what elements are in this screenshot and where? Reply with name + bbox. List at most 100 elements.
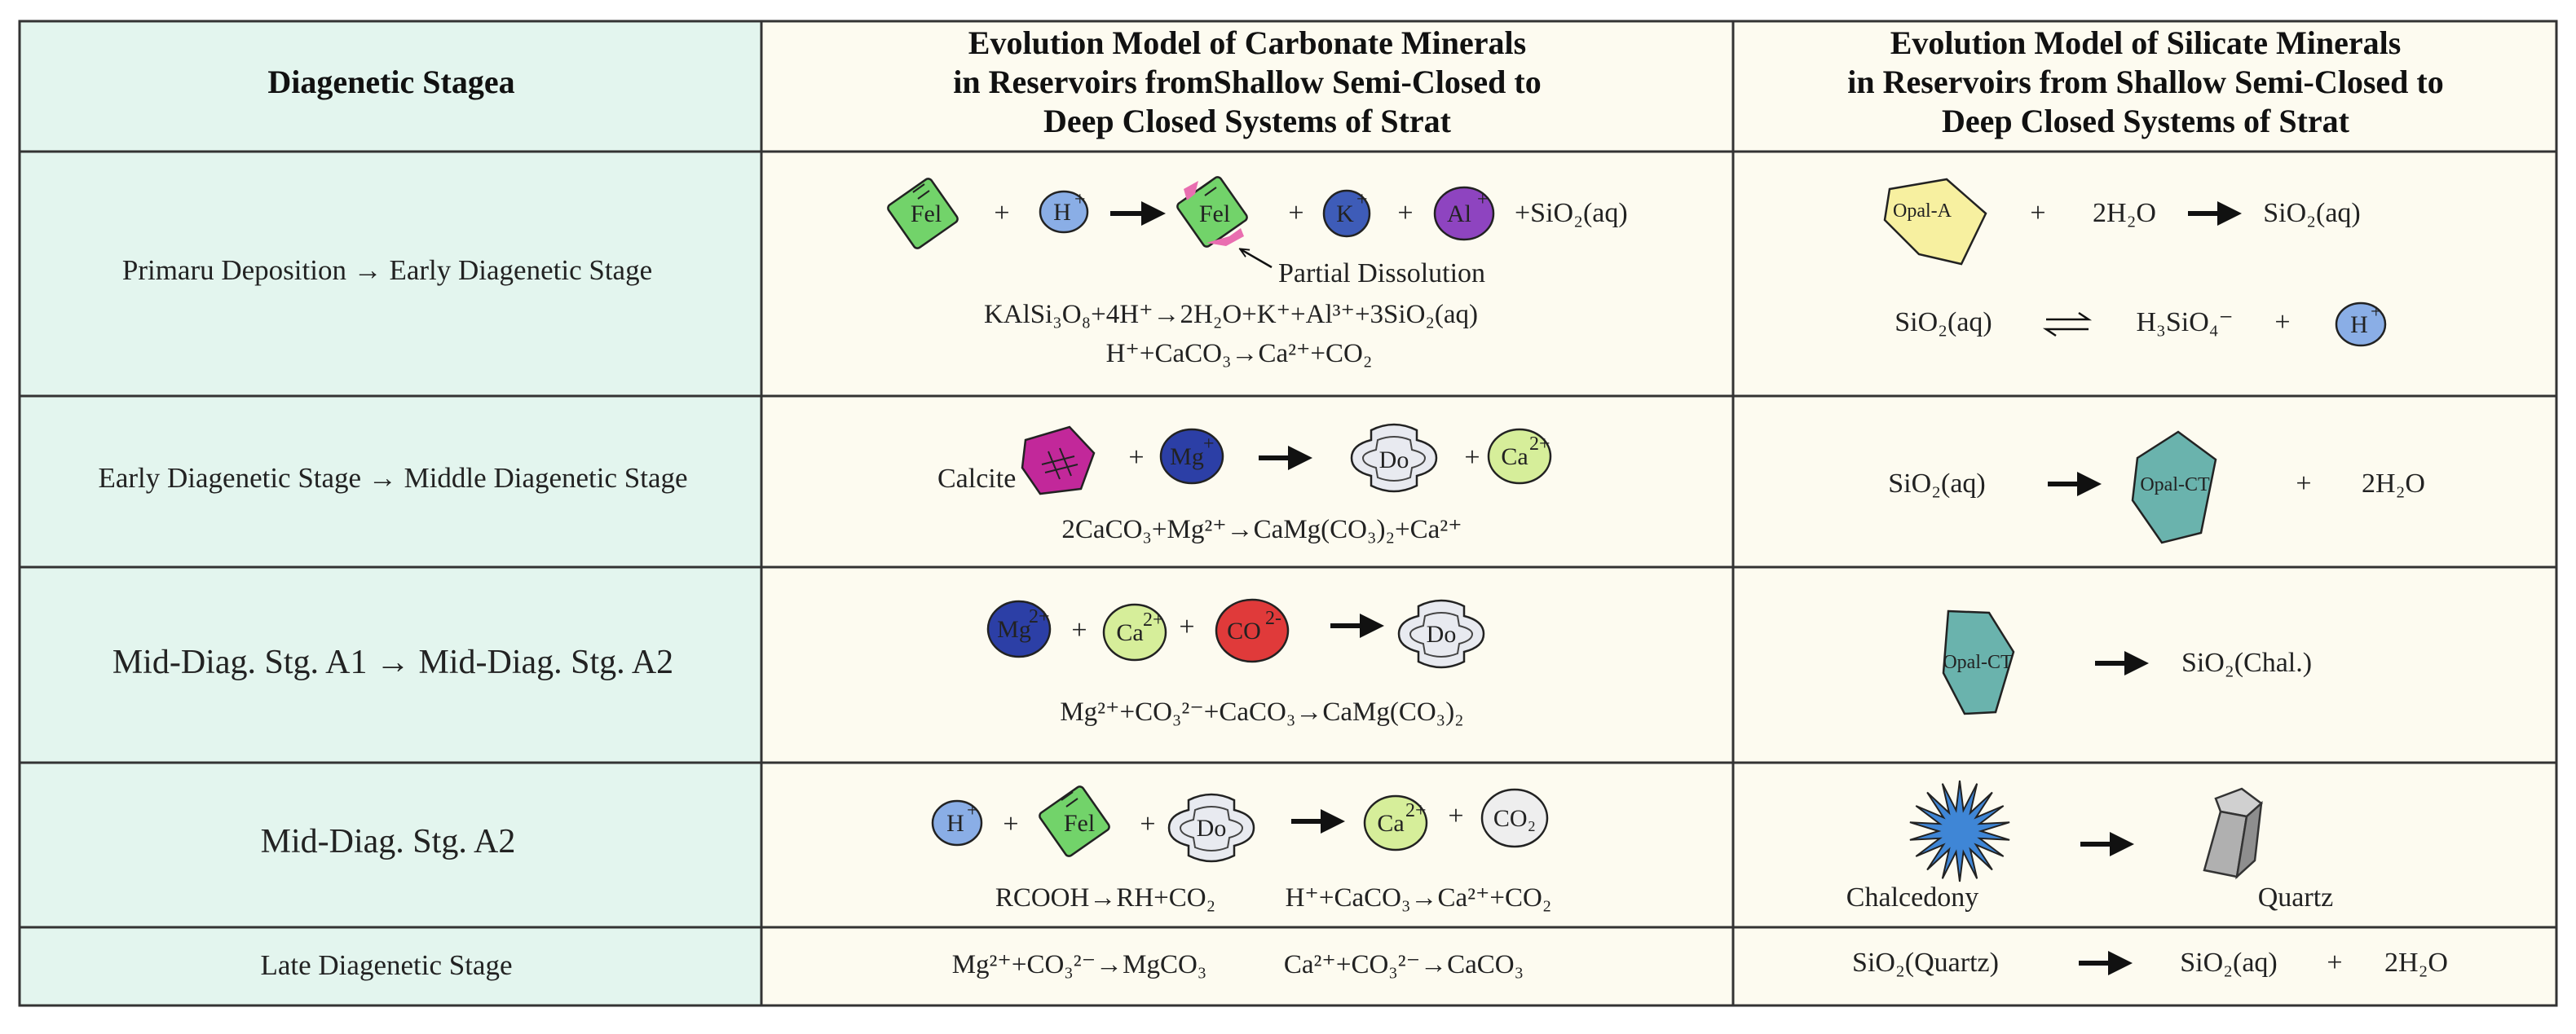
charge-plus: + xyxy=(967,800,978,821)
stage-label-5: Late Diagenetic Stage xyxy=(260,949,512,981)
charge-2plus: 2+ xyxy=(1529,433,1550,455)
opal-ct-crystal: Opal-CT xyxy=(1942,609,2015,715)
hydrogen-ion: H + xyxy=(1039,189,1089,234)
dolomite-precipitation-equation: Mg²⁺+CO₃²⁻+CaCO₃→CaMg(CO₃)₂ xyxy=(1060,697,1463,727)
dolomite-label: Do xyxy=(1197,815,1227,842)
charge-2minus: 2- xyxy=(1265,608,1281,629)
water-product: 2H₂O xyxy=(2384,948,2448,978)
header-silicate-cell xyxy=(1733,21,2556,152)
calcium-ion-label: Ca xyxy=(1501,443,1528,470)
potassium-ion-label: K xyxy=(1336,200,1354,227)
header-silicate-line1: Evolution Model of Silicate Minerals xyxy=(1890,24,2402,61)
magnesium-ion: Mg + xyxy=(1159,428,1224,485)
feldspar-label: Fel xyxy=(1199,200,1230,227)
calcite-label: Calcite xyxy=(937,464,1016,494)
plus-sign: + xyxy=(1288,198,1303,228)
pointer-arrow xyxy=(1241,249,1273,269)
magnesium-ion: Mg 2+ xyxy=(986,600,1052,658)
header-carbonate-cell xyxy=(761,21,1733,152)
calcite-precipitation-equation: Ca²⁺+CO₃²⁻→CaCO₃ xyxy=(1284,950,1524,979)
charge-plus: + xyxy=(2371,301,2382,323)
water-reactant: 2H₂O xyxy=(2093,198,2156,228)
partially-dissolved-feldspar: Fel xyxy=(1176,176,1248,248)
water-product: 2H₂O xyxy=(2362,469,2425,499)
silicate-column-bg xyxy=(1733,152,2556,1005)
header-stage-title: Diagenetic Stagea xyxy=(267,64,514,100)
potassium-ion: K + xyxy=(1322,189,1371,238)
dolomite-label: Do xyxy=(1427,621,1457,648)
plus-sign: + xyxy=(1179,612,1194,642)
charge-2plus: 2+ xyxy=(1029,606,1050,627)
plus-sign: + xyxy=(1140,809,1155,839)
co2-molecule: CO₂ xyxy=(1480,788,1549,848)
charge-2plus: 2+ xyxy=(1405,800,1427,821)
plus-sign: + xyxy=(2030,198,2045,228)
calcite-crystal xyxy=(1021,425,1096,495)
plus-sign: + xyxy=(1071,615,1087,645)
header-carbonate-line2: in Reservoirs fromShallow Semi-Closed to xyxy=(953,64,1541,100)
quartz-crystal xyxy=(2203,787,2263,880)
header-silicate-line2: in Reservoirs from Shallow Semi-Closed t… xyxy=(1847,64,2443,100)
sio2-aq-product: +SiO₂(aq) xyxy=(1515,198,1628,228)
calcium-ion: Ca 2+ xyxy=(1487,428,1552,485)
dolomite-crystal: Do xyxy=(1397,599,1485,669)
hydrogen-ion: H + xyxy=(2335,301,2387,347)
charge-plus: + xyxy=(1074,189,1086,210)
hydrogen-ion-label: H xyxy=(2350,311,2368,338)
hydrogen-ion: H + xyxy=(931,799,983,847)
equilibrium-arrow xyxy=(2042,311,2093,337)
charge-plus: + xyxy=(1356,189,1368,210)
table-grid xyxy=(18,20,2558,1007)
header-carbonate-line3: Deep Closed Systems of Strat xyxy=(1043,103,1452,139)
feldspar-crystal: Fel xyxy=(1039,785,1110,857)
calcium-ion-label: Ca xyxy=(1377,810,1404,837)
chalcedony-crystal xyxy=(1909,780,2010,882)
aluminum-ion-label: Al xyxy=(1447,200,1471,227)
sio2-aq-product: SiO₂(aq) xyxy=(2180,948,2278,978)
quartz-label: Quartz xyxy=(2258,882,2334,913)
feldspar-label: Fel xyxy=(911,200,942,227)
hydrogen-ion-label: H xyxy=(1053,199,1071,226)
stage-label-3: Mid-Diag. Stg. A1 → Mid-Diag. Stg. A2 xyxy=(112,644,673,681)
carbonate-column-bg xyxy=(761,152,1733,1005)
sio2-aq-product: SiO₂(aq) xyxy=(2263,198,2361,228)
aluminum-ion: Al + xyxy=(1433,186,1495,241)
stage-column-bg xyxy=(20,152,761,1005)
plus-sign: + xyxy=(1448,801,1463,831)
calcium-ion-label: Ca xyxy=(1116,619,1143,646)
charge-2plus: 2+ xyxy=(1143,609,1164,631)
hydrogen-ion-label: H xyxy=(946,810,964,837)
header-silicate-line3: Deep Closed Systems of Strat xyxy=(1942,103,2350,139)
chalcedony-product: SiO₂(Chal.) xyxy=(2181,648,2312,678)
co2-label: CO₂ xyxy=(1493,805,1536,832)
calcium-ion: Ca 2+ xyxy=(1363,794,1428,851)
charge-plus: + xyxy=(1477,189,1489,210)
plus-sign: + xyxy=(1128,442,1144,473)
partial-dissolution-label: Partial Dissolution xyxy=(1278,258,1485,288)
sio2-aq-reactant: SiO₂(aq) xyxy=(1888,469,1986,499)
feldspar-label: Fel xyxy=(1064,810,1095,837)
header-stage-cell xyxy=(20,21,761,152)
magnesite-precipitation-equation: Mg²⁺+CO₃²⁻→MgCO₃ xyxy=(952,950,1207,979)
plus-sign: + xyxy=(1003,809,1018,839)
stage-label-2: Early Diagenetic Stage → Middle Diagenet… xyxy=(98,462,687,494)
opal-a-label: Opal-A xyxy=(1893,200,1952,222)
plus-sign: + xyxy=(1397,198,1413,228)
opal-ct-label: Opal-CT xyxy=(2140,474,2210,495)
feldspar-dissolution-equation: KAlSi₃O₈+4H⁺→2H₂O+K⁺+Al³⁺+3SiO₂(aq) xyxy=(984,300,1478,329)
charge-plus: + xyxy=(1203,433,1215,455)
dolomite-label: Do xyxy=(1379,447,1409,473)
quartz-reactant: SiO₂(Quartz) xyxy=(1852,948,1999,978)
feldspar-crystal: Fel xyxy=(887,178,959,249)
carbonate-ion: CO 2- xyxy=(1215,598,1290,663)
stage-label-1: Primaru Deposition → Early Diagenetic St… xyxy=(122,254,652,286)
chalcedony-label: Chalcedony xyxy=(1846,882,1978,913)
plus-sign: + xyxy=(2274,307,2290,337)
dolomite-crystal: Do xyxy=(1350,423,1438,493)
sio2-aq-reactant: SiO₂(aq) xyxy=(1895,307,1992,337)
carbonate-ion-label: CO xyxy=(1227,618,1261,645)
magnesium-ion-label: Mg xyxy=(997,616,1031,643)
opal-ct-label: Opal-CT xyxy=(1943,652,2013,673)
